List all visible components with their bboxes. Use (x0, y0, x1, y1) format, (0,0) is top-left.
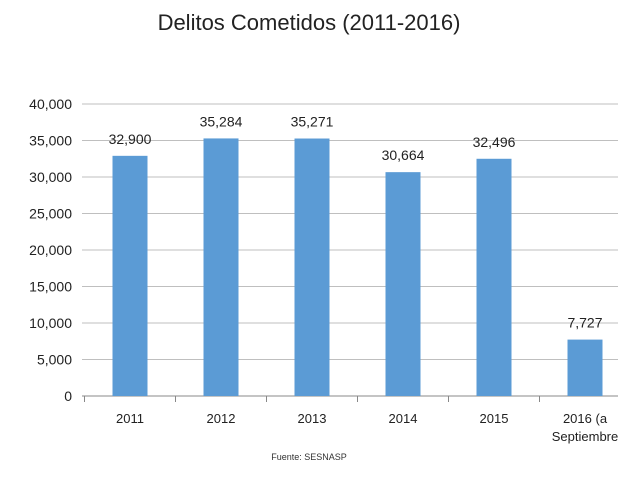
x-tick-label: Septiembre (552, 429, 618, 444)
bar-2012 (203, 138, 239, 396)
data-label: 7,727 (567, 315, 602, 331)
bar-2013 (294, 138, 330, 396)
bar-2011 (112, 155, 148, 396)
data-label: 32,496 (473, 134, 516, 150)
data-label: 30,664 (382, 147, 425, 163)
data-label: 35,284 (200, 113, 243, 129)
data-label: 35,271 (291, 114, 334, 130)
bar-2015 (476, 158, 512, 396)
y-tick-label: 15,000 (29, 279, 72, 295)
y-tick-label: 5,000 (37, 352, 72, 368)
y-tick-label: 35,000 (29, 133, 72, 149)
x-tick-label: 2015 (480, 411, 509, 426)
bar-2014 (385, 172, 421, 396)
data-label: 32,900 (109, 131, 152, 147)
chart-title: Delitos Cometidos (2011-2016) (157, 10, 461, 35)
y-tick-label: 30,000 (29, 169, 72, 185)
y-tick-label: 40,000 (29, 96, 72, 112)
x-tick-label: 2016 (a (563, 411, 608, 426)
y-tick-label: 25,000 (29, 206, 72, 222)
y-tick-label: 20,000 (29, 242, 72, 258)
x-tick-label: 2013 (298, 411, 327, 426)
chart-source-note: Fuente: SESNASP (271, 452, 347, 462)
y-tick-label: 10,000 (29, 315, 72, 331)
y-tick-label: 0 (64, 388, 72, 404)
x-tick-label: 2014 (389, 411, 418, 426)
bar-2016-a-septiembre (567, 339, 603, 396)
x-tick-label: 2011 (116, 411, 144, 426)
x-tick-label: 2012 (207, 411, 236, 426)
